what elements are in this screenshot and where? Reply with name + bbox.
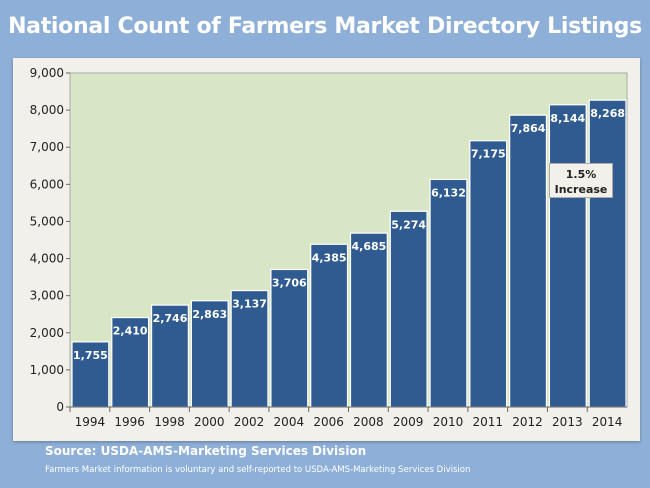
bar [270,268,309,408]
y-tick-label: 6,000 [30,177,64,191]
data-label: 8,268 [590,107,625,120]
y-tick-label: 2,000 [30,326,64,340]
bar [310,243,349,408]
x-tick-label: 1994 [75,415,106,429]
bar [111,316,150,408]
increase-annotation: 1.5% Increase [549,163,613,198]
data-label: 4,385 [312,251,347,264]
y-tick-label: 8,000 [30,103,64,117]
x-tick-label: 2002 [234,415,265,429]
data-label: 1,755 [73,349,108,362]
bar [150,304,189,408]
y-tick-label: 7,000 [30,140,64,154]
bar [429,178,468,408]
x-tick-label: 2004 [274,415,305,429]
x-tick-label: 2012 [512,415,543,429]
x-tick-label: 2008 [353,415,384,429]
annotation-text: Increase [554,183,608,196]
footnote-text: Farmers Market information is voluntary … [45,465,471,475]
data-label: 4,685 [351,240,386,253]
chart-panel: 0 1,000 2,000 3,000 4,000 5,000 6,000 7,000 8,00… [13,58,640,441]
bar [588,99,627,408]
x-tick-label: 1998 [154,415,185,429]
y-tick-label: 9,000 [30,66,64,80]
x-tick-label: 2006 [313,415,344,429]
data-label: 3,137 [232,298,267,311]
x-tick-label: 2010 [433,415,464,429]
bar [349,232,388,408]
y-tick-label: 5,000 [30,214,64,228]
bar [469,140,508,408]
data-label: 5,274 [391,218,426,231]
y-tick-label: 0 [56,400,64,414]
x-tick-label: 2011 [472,415,503,429]
chart-title: National Count of Farmers Market Directo… [8,14,642,39]
bar-chart: 0 1,000 2,000 3,000 4,000 5,000 6,000 7,000 8,00… [30,66,628,429]
data-label: 7,175 [471,148,506,161]
x-tick-label: 2014 [592,415,623,429]
data-label: 3,706 [272,276,307,289]
y-tick-label: 4,000 [30,252,64,266]
bar [190,300,229,408]
bar [509,114,548,408]
data-label: 6,132 [431,186,466,199]
y-tick-label: 1,000 [30,363,64,377]
y-tick-label: 3,000 [30,289,64,303]
bar [230,289,269,408]
x-tick-label: 2013 [552,415,583,429]
bar [389,210,428,408]
data-label: 2,410 [113,325,148,338]
x-tick-label: 2000 [194,415,225,429]
x-tick-label: 2009 [393,415,424,429]
bar [71,341,110,408]
source-text: Source: USDA-AMS-Marketing Services Divi… [45,444,367,458]
data-label: 8,144 [550,112,585,125]
annotation-percent: 1.5% [565,168,597,181]
data-label: 7,864 [511,122,546,135]
x-tick-label: 1996 [114,415,145,429]
data-label: 2,746 [153,312,188,325]
data-label: 2,863 [192,308,227,321]
bar [548,104,587,408]
